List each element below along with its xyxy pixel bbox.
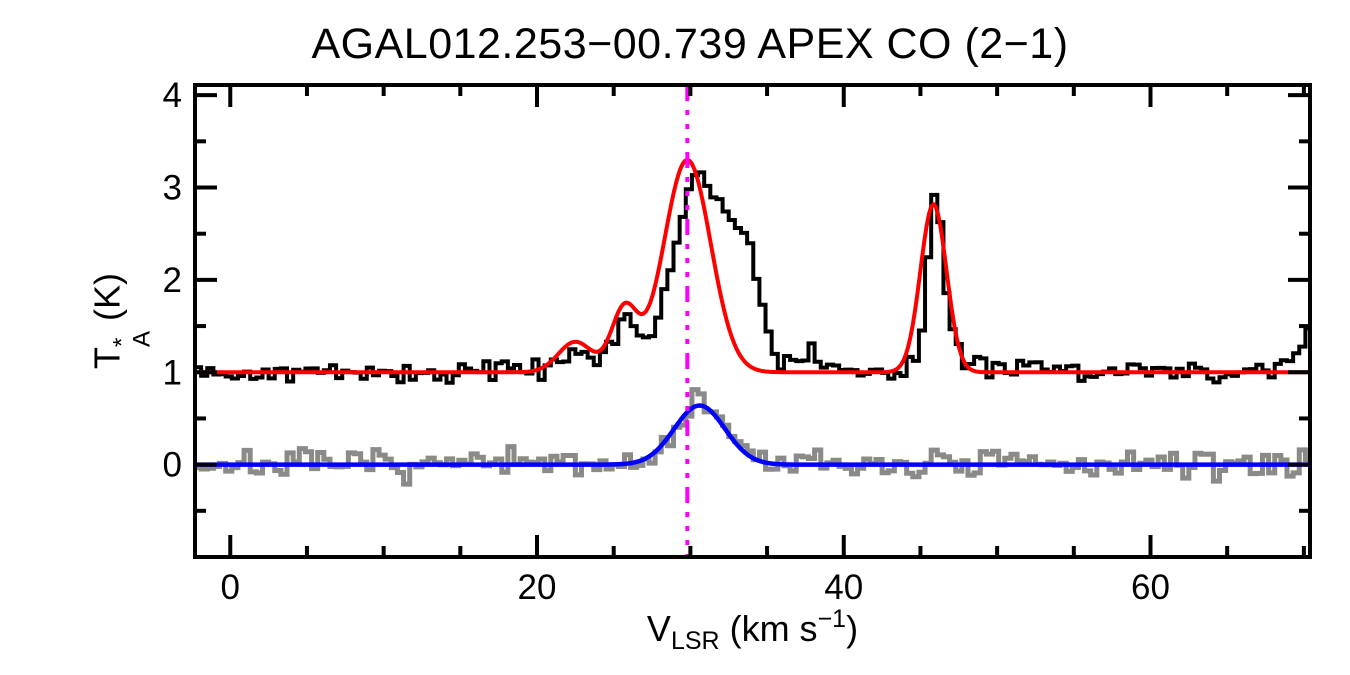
x-tick-label: 20 — [518, 568, 557, 607]
x-axis-label-units: (km s — [719, 608, 818, 649]
y-tick-label: 0 — [163, 446, 182, 485]
x-axis-label-sub: LSR — [670, 627, 720, 655]
x-tick-label: 60 — [1131, 568, 1170, 607]
gray-spectrum-histogram — [195, 387, 1310, 487]
y-axis-label: T * A (K) — [86, 272, 156, 370]
x-axis-label-sup: −1 — [817, 605, 847, 633]
y-axis-label-symbol: T — [86, 347, 128, 370]
y-tick-label: 4 — [163, 76, 182, 115]
y-tick-label: 2 — [163, 261, 182, 300]
y-tick-label: 1 — [163, 353, 182, 392]
x-axis-label: VLSR (km s−1) — [195, 605, 1310, 654]
x-tick-label: 0 — [221, 568, 240, 607]
x-tick-label: 40 — [824, 568, 863, 607]
x-axis-label-symbol: V — [646, 608, 671, 649]
plot-data-layer — [195, 85, 1310, 557]
plot-frame — [193, 83, 1312, 559]
tick-labels: 0 20 40 60 0 1 2 3 4 — [163, 76, 1170, 607]
axis-ticks — [195, 85, 1310, 559]
black-spectrum-histogram — [195, 170, 1310, 385]
y-tick-label: 3 — [163, 169, 182, 208]
y-axis-label-units: (K) — [86, 272, 128, 331]
y-axis-label-sub: A — [129, 330, 156, 348]
y-axis-label-supsub: * A — [109, 330, 156, 348]
x-axis-label-close: ) — [846, 608, 859, 649]
chart-title: AGAL012.253−00.739 APEX CO (2−1) — [311, 20, 1069, 68]
blue-gaussian-fit — [195, 403, 1309, 467]
red-gaussian-fit — [195, 157, 1309, 375]
